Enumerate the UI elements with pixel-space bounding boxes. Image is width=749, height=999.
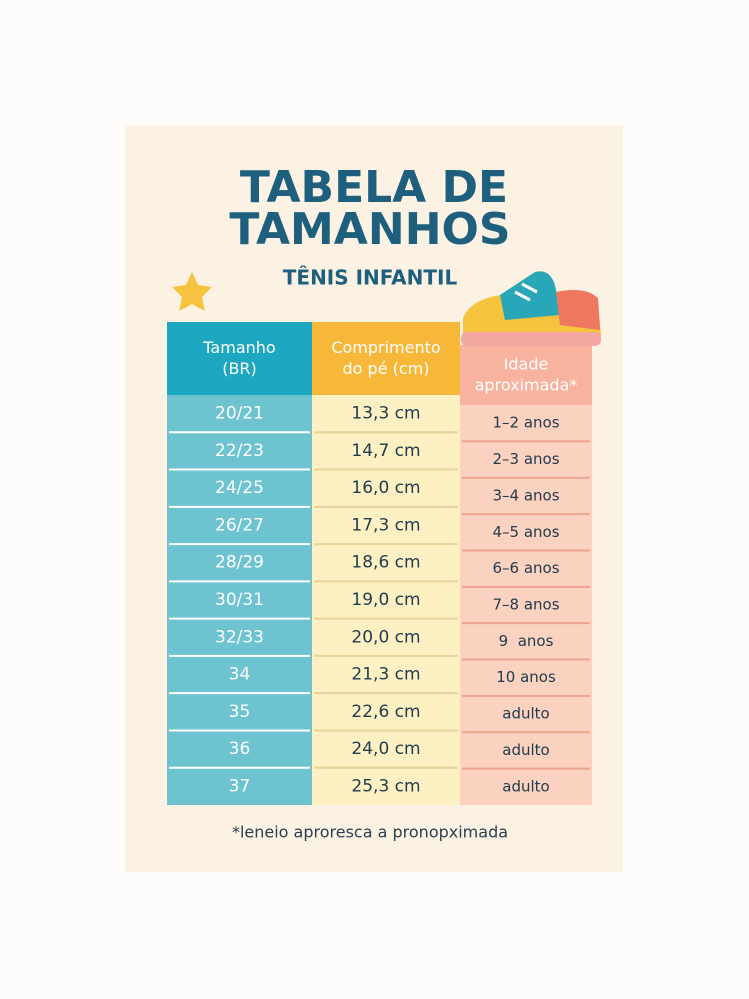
cell: 28/29 — [215, 553, 264, 573]
shoe-icon — [461, 271, 601, 346]
cell: 34 — [229, 665, 251, 685]
cell: 32/33 — [215, 627, 264, 647]
column-body — [312, 395, 460, 805]
column-header-text: (BR) — [222, 359, 257, 378]
cell: 14,7 cm — [351, 441, 420, 461]
cell: 22/23 — [215, 441, 264, 461]
cell: 20/21 — [215, 404, 264, 424]
column-header — [460, 345, 592, 405]
cell: 3–4 anos — [492, 486, 559, 504]
column-header-text: Comprimento — [331, 338, 440, 357]
cell: 16,0 cm — [351, 478, 420, 498]
cell: 35 — [229, 702, 251, 722]
title-line: TABELA DE — [240, 162, 508, 213]
cell: 18,6 cm — [351, 553, 420, 573]
column-body — [167, 395, 312, 805]
cell: 1–2 anos — [492, 414, 559, 432]
title-line: TAMANHOS — [229, 204, 510, 255]
cell: 25,3 cm — [351, 776, 420, 796]
column-header-text: Tamanho — [202, 338, 275, 357]
cell: 4–5 anos — [492, 523, 559, 541]
cell: 37 — [229, 776, 251, 796]
cell: adulto — [502, 777, 549, 795]
cell: 2–3 anos — [492, 450, 559, 468]
column-header-text: aproximada* — [475, 376, 578, 395]
cell: 17,3 cm — [351, 515, 420, 535]
cell: 30/31 — [215, 590, 264, 610]
subtitle: TÊNIS INFANTIL — [283, 266, 458, 290]
cell: 21,3 cm — [351, 665, 420, 685]
cell: adulto — [502, 705, 549, 723]
column-header-text: do pé (cm) — [343, 359, 430, 378]
table: Tamanho (BR) 20/21 22/23 24/25 26/27 28/29 30/3… — [167, 322, 592, 805]
cell: 22,6 cm — [351, 702, 420, 722]
cell: 24/25 — [215, 478, 264, 498]
column-body — [460, 405, 592, 805]
cell: 9 anos — [499, 632, 554, 650]
cell: 36 — [229, 739, 251, 759]
cell: 26/27 — [215, 515, 264, 535]
column-header — [312, 322, 460, 395]
footnote: *leneio aproresca a pronopximada — [232, 823, 508, 842]
cell: 6–6 anos — [492, 559, 559, 577]
cell: adulto — [502, 741, 549, 759]
cell: 7–8 anos — [492, 596, 559, 614]
cell: 19,0 cm — [351, 590, 420, 610]
column-header — [167, 322, 312, 395]
cell: 24,0 cm — [351, 739, 420, 759]
cell: 20,0 cm — [351, 627, 420, 647]
column-header-text: Idade — [504, 355, 549, 374]
cell: 13,3 cm — [351, 404, 420, 424]
star-icon — [172, 272, 212, 311]
cell: 10 anos — [496, 668, 556, 686]
